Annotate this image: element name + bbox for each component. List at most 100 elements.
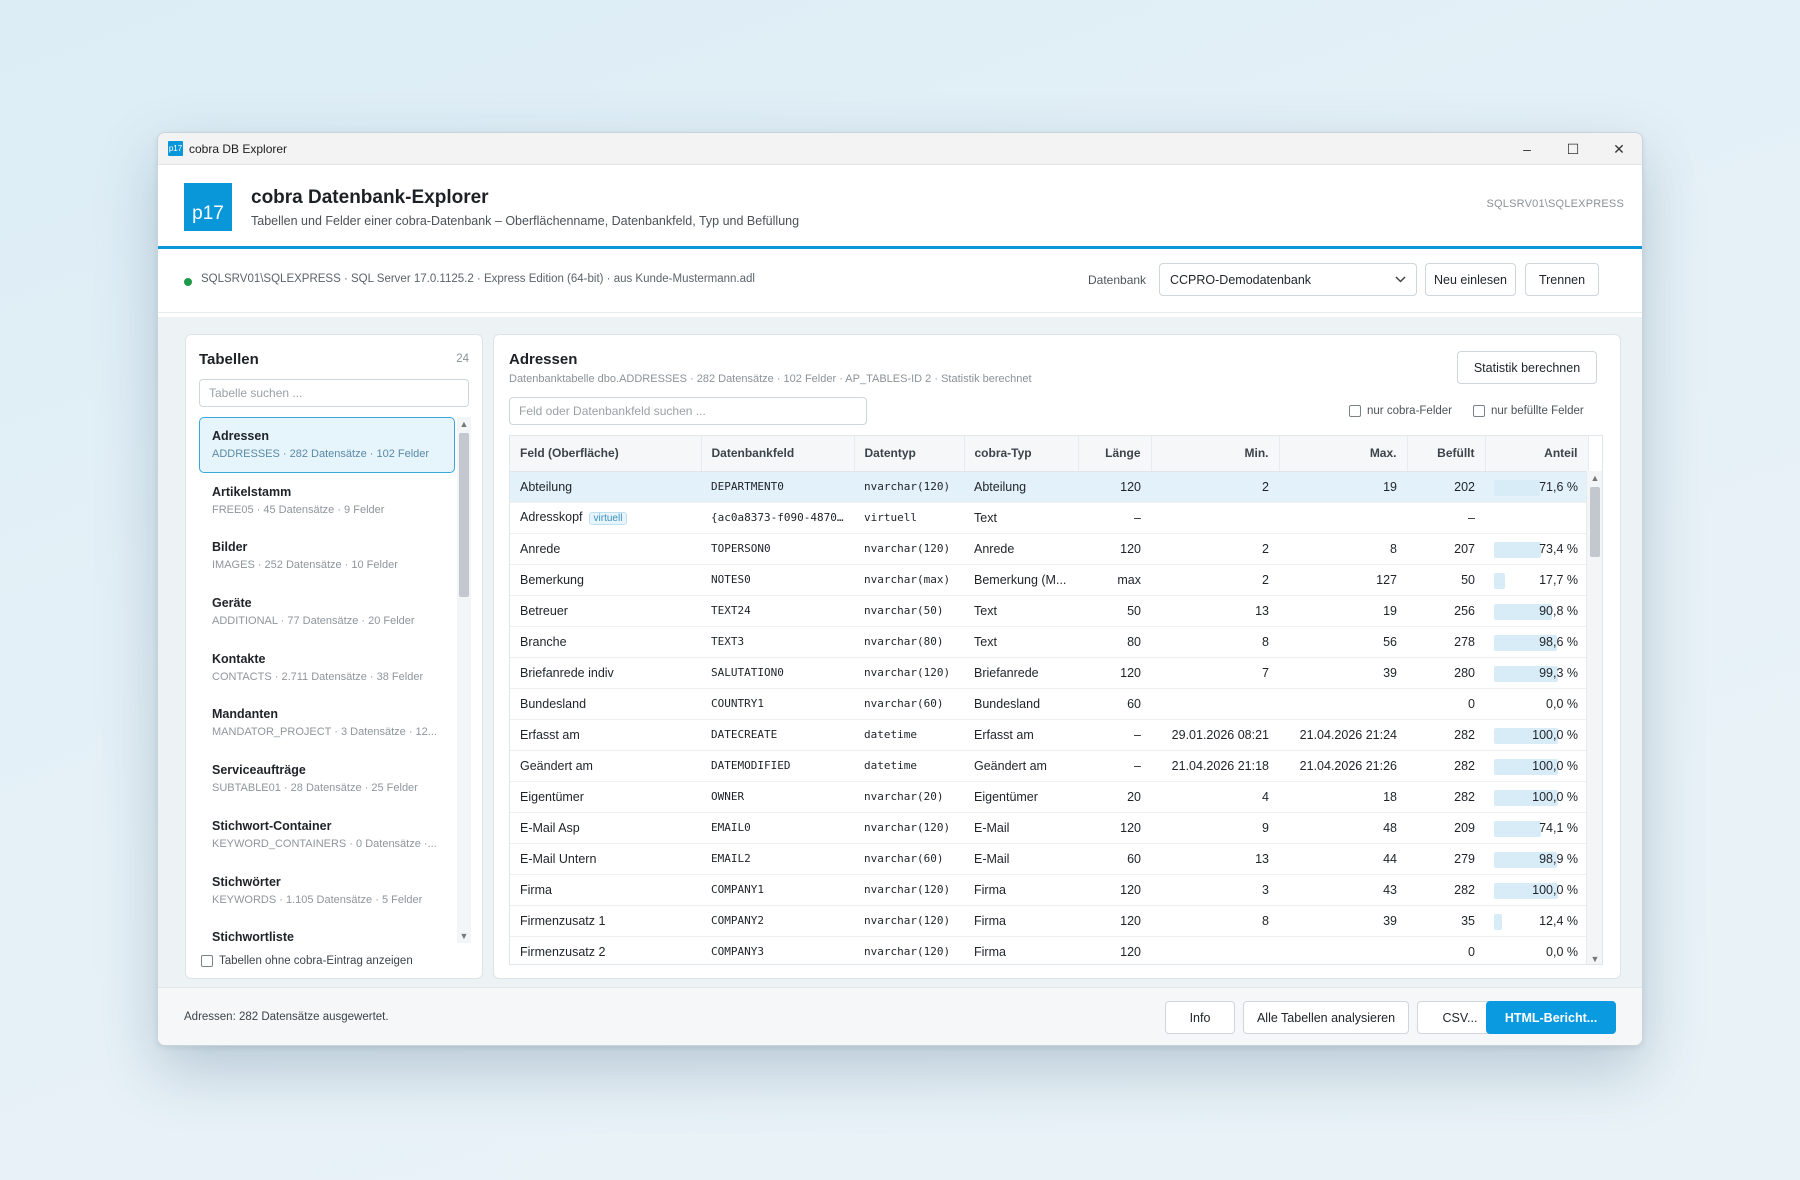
info-button[interactable]: Info: [1165, 1001, 1235, 1034]
column-header[interactable]: Befüllt: [1407, 436, 1486, 472]
checkbox-icon[interactable]: [201, 955, 213, 967]
table-list-item[interactable]: Kontakte CONTACTS · 2.711 Datensätze · 38…: [199, 640, 455, 696]
cell-min: 9: [1151, 812, 1279, 844]
cell-min: 7: [1151, 657, 1279, 689]
scroll-down-icon[interactable]: ▼: [1590, 954, 1600, 964]
cell-dbfeld: EMAIL0: [701, 812, 854, 844]
checkbox-icon[interactable]: [1349, 405, 1361, 417]
table-list-item[interactable]: Adressen ADDRESSES · 282 Datensätze · 102…: [199, 417, 455, 473]
cell-befuellt: 278: [1407, 626, 1485, 658]
fill-ratio-bar: [1494, 603, 1553, 620]
scroll-up-icon[interactable]: ▲: [459, 419, 469, 429]
filter-cobra-checkbox[interactable]: nur cobra-Felder: [1349, 405, 1452, 417]
page-subtitle: Tabellen und Felder einer cobra-Datenban…: [251, 214, 800, 228]
table-row[interactable]: Geändert am DATEMODIFIED datetime Geändert …: [510, 750, 1588, 782]
connection-info: SQLSRV01\SQLEXPRESS · SQL Server 17.0.11…: [201, 273, 755, 285]
cell-anteil: 73,4 %: [1485, 533, 1588, 565]
fill-ratio-value: 71,6 %: [1539, 479, 1578, 494]
table-name: Stichwörter: [212, 874, 281, 889]
fill-ratio-bar: [1494, 758, 1558, 775]
analyze-all-button[interactable]: Alle Tabellen analysieren: [1243, 1001, 1409, 1034]
fill-ratio-value: 100,0 %: [1532, 882, 1578, 897]
table-row[interactable]: Adresskopf virtuell {ac0a8373-f090-4870...…: [510, 502, 1588, 534]
table-row[interactable]: Bundesland COUNTRY1 nvarchar(60) Bundesland…: [510, 688, 1588, 720]
html-report-button[interactable]: HTML-Bericht...: [1486, 1001, 1616, 1034]
table-meta-text: IMAGES · 252 Datensätze · 10 Felder: [212, 559, 398, 572]
table-name: Bilder: [212, 540, 248, 555]
filter-filled-checkbox[interactable]: nur befüllte Felder: [1473, 405, 1584, 417]
column-header[interactable]: Datenbankfeld: [701, 436, 855, 472]
table-row[interactable]: E-Mail Untern EMAIL2 nvarchar(60) E-Mail 60 1…: [510, 843, 1588, 875]
cell-anteil: [1485, 502, 1588, 534]
scroll-up-icon[interactable]: ▲: [1590, 473, 1600, 483]
cell-anteil: 100,0 %: [1485, 750, 1588, 782]
table-row[interactable]: Briefanrede indiv SALUTATION0 nvarchar(120…: [510, 657, 1588, 689]
column-header[interactable]: cobra-Typ: [964, 436, 1079, 472]
close-button[interactable]: ✕: [1613, 140, 1625, 157]
table-meta-text: MANDATOR_PROJECT · 3 Datensätze · 12...: [212, 726, 437, 739]
window-title: cobra DB Explorer: [189, 141, 288, 156]
cell-feld: Adresskopf virtuell: [510, 502, 701, 534]
tables-scrollbar[interactable]: ▲ ▼: [457, 417, 471, 943]
table-row[interactable]: Bemerkung NOTES0 nvarchar(max) Bemerkung (M…: [510, 564, 1588, 596]
table-list-item[interactable]: Stichwort-Container KEYWORD_CONTAINERS · …: [199, 807, 455, 863]
table-row[interactable]: E-Mail Asp EMAIL0 nvarchar(120) E-Mail 120 9 4…: [510, 812, 1588, 844]
virtual-badge: virtuell: [588, 511, 628, 525]
table-list-item[interactable]: Artikelstamm FREE05 · 45 Datensätze · 9 F…: [199, 473, 455, 529]
server-label: SQLSRV01\SQLEXPRESS: [1486, 198, 1624, 210]
table-row[interactable]: Firmenzusatz 2 COMPANY3 nvarchar(120) Firma…: [510, 936, 1588, 964]
cell-feld: Firmenzusatz 1: [510, 905, 701, 937]
show-empty-tables-checkbox[interactable]: Tabellen ohne cobra-Eintrag anzeigen: [201, 955, 413, 967]
minimize-button[interactable]: –: [1523, 141, 1531, 157]
column-header[interactable]: Max.: [1279, 436, 1408, 472]
table-row[interactable]: Betreuer TEXT24 nvarchar(50) Text 50 13 19 256 9…: [510, 595, 1588, 627]
p17-logo: p17: [184, 183, 232, 231]
cell-min: 3: [1151, 874, 1279, 906]
fill-ratio-value: 0,0 %: [1546, 944, 1578, 959]
table-row[interactable]: Branche TEXT3 nvarchar(80) Text 80 8 56 278 98,6…: [510, 626, 1588, 658]
cell-laenge: 20: [1078, 781, 1151, 813]
scrollbar-thumb[interactable]: [1590, 487, 1600, 557]
table-search-input[interactable]: Tabelle suchen ...: [199, 379, 469, 407]
scroll-down-icon[interactable]: ▼: [459, 931, 469, 941]
cell-min: 8: [1151, 905, 1279, 937]
compute-stats-button[interactable]: Statistik berechnen: [1457, 351, 1597, 384]
field-name: Abteilung: [520, 479, 573, 494]
cell-cobra: Anrede: [964, 533, 1078, 565]
fill-ratio-value: 0,0 %: [1546, 696, 1578, 711]
column-header[interactable]: Feld (Oberfläche): [510, 436, 702, 472]
cell-anteil: 100,0 %: [1485, 719, 1588, 751]
cell-typ: nvarchar(120): [854, 812, 964, 844]
checkbox-icon[interactable]: [1473, 405, 1485, 417]
table-meta-text: ADDITIONAL · 77 Datensätze · 20 Felder: [212, 615, 415, 628]
table-list-item[interactable]: Serviceaufträge SUBTABLE01 · 28 Datensätz…: [199, 751, 455, 807]
column-header[interactable]: Min.: [1151, 436, 1280, 472]
column-header[interactable]: Anteil: [1485, 436, 1589, 472]
cell-anteil: 100,0 %: [1485, 781, 1588, 813]
table-row[interactable]: Abteilung DEPARTMENT0 nvarchar(120) Abteilu…: [510, 471, 1588, 503]
cell-befuellt: 256: [1407, 595, 1485, 627]
table-row[interactable]: Anrede TOPERSON0 nvarchar(120) Anrede 120 2 8 2…: [510, 533, 1588, 565]
table-list-item[interactable]: Mandanten MANDATOR_PROJECT · 3 Datensätze…: [199, 695, 455, 751]
maximize-button[interactable]: ☐: [1566, 140, 1580, 157]
fields-scrollbar[interactable]: ▲ ▼: [1586, 471, 1602, 964]
table-body: Abteilung DEPARTMENT0 nvarchar(120) Abteilu…: [510, 471, 1588, 964]
cell-cobra: Bemerkung (M...: [964, 564, 1078, 596]
database-select[interactable]: CCPRO-Demodatenbank: [1159, 263, 1417, 296]
field-search-input[interactable]: Feld oder Datenbankfeld suchen ...: [509, 397, 867, 425]
table-name: Kontakte: [212, 651, 266, 666]
cell-cobra: Text: [964, 595, 1078, 627]
reload-button[interactable]: Neu einlesen: [1425, 263, 1516, 296]
column-header[interactable]: Länge: [1078, 436, 1152, 472]
table-list-item[interactable]: Stichwortliste: [199, 918, 455, 943]
scrollbar-thumb[interactable]: [459, 433, 469, 597]
table-list-item[interactable]: Geräte ADDITIONAL · 77 Datensätze · 20 Fe…: [199, 584, 455, 640]
column-header[interactable]: Datentyp: [854, 436, 965, 472]
table-list-item[interactable]: Bilder IMAGES · 252 Datensätze · 10 Felde…: [199, 528, 455, 584]
table-row[interactable]: Firma COMPANY1 nvarchar(120) Firma 120 3 43 282…: [510, 874, 1588, 906]
table-row[interactable]: Eigentümer OWNER nvarchar(20) Eigentümer 20 4…: [510, 781, 1588, 813]
table-list-item[interactable]: Stichwörter KEYWORDS · 1.105 Datensätze ·…: [199, 863, 455, 919]
table-row[interactable]: Erfasst am DATECREATE datetime Erfasst am –2…: [510, 719, 1588, 751]
disconnect-button[interactable]: Trennen: [1525, 263, 1599, 296]
table-row[interactable]: Firmenzusatz 1 COMPANY2 nvarchar(120) Firma…: [510, 905, 1588, 937]
